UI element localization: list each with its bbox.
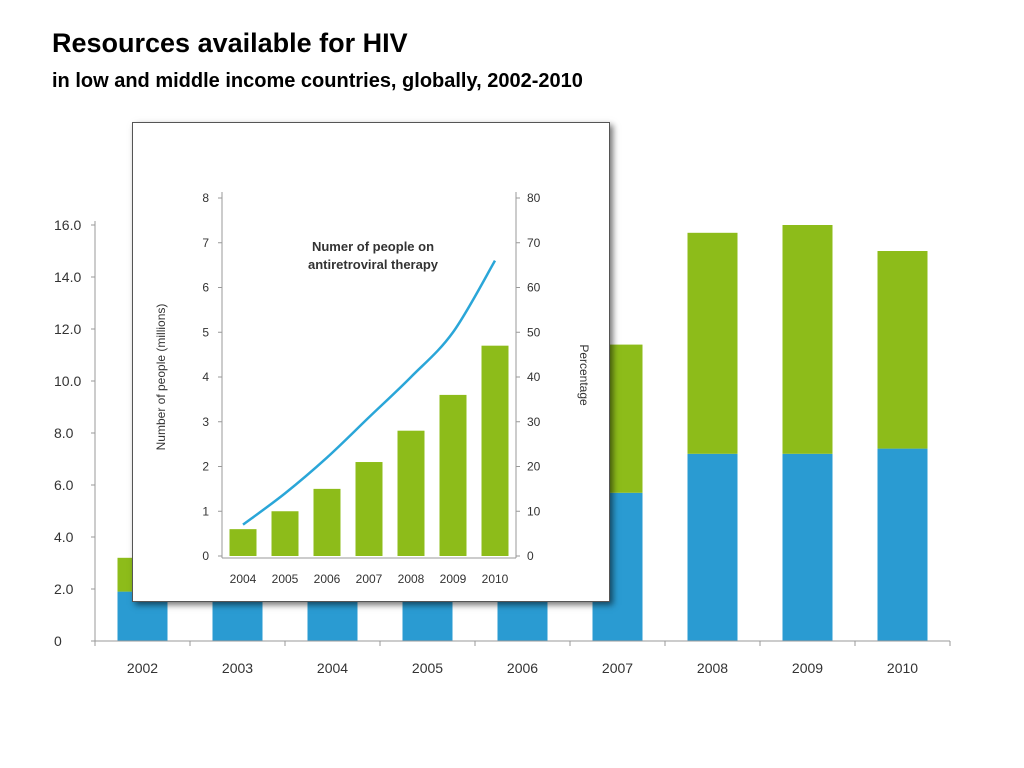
inset-y-axis-title-left: Number of people (millions) — [154, 304, 168, 451]
inset-left-tick-label: 0 — [202, 549, 209, 563]
inset-x-tick-label: 2010 — [482, 572, 509, 586]
inset-left-tick-label: 4 — [202, 370, 209, 384]
inset-left-tick-label: 3 — [202, 415, 209, 429]
inset-bar — [271, 511, 299, 556]
inset-right-tick-label: 80 — [527, 191, 541, 205]
inset-right-tick-label: 0 — [527, 549, 534, 563]
x-tick-label: 2002 — [127, 660, 158, 676]
y-tick-label: 16.0 — [54, 217, 81, 233]
y-tick-label: 14.0 — [54, 269, 81, 285]
x-tick-label: 2006 — [507, 660, 538, 676]
x-tick-label: 2005 — [412, 660, 443, 676]
y-tick-label: 10.0 — [54, 373, 81, 389]
y-tick-label: 12.0 — [54, 321, 81, 337]
inset-left-tick-label: 2 — [202, 460, 209, 474]
inset-right-tick-label: 60 — [527, 281, 541, 295]
inset-chart-frame: 0 1 2 3 4 5 6 7 8 0 10 20 30 40 50 60 70 80 2004 2005 2006 20… — [132, 122, 610, 602]
inset-right-tick-label: 30 — [527, 415, 541, 429]
page-subtitle: in low and middle income countries, glob… — [52, 70, 583, 92]
inset-x-tick-label: 2007 — [356, 572, 383, 586]
inset-right-tick-label: 70 — [527, 236, 541, 250]
inset-bar — [481, 345, 509, 556]
inset-annotation-line-2: antiretroviral therapy — [308, 257, 439, 272]
page-title: Resources available for HIV — [52, 28, 408, 58]
inset-x-tick-label: 2009 — [440, 572, 467, 586]
inset-annotation-line-1: Numer of people on — [312, 239, 434, 254]
inset-bar — [229, 529, 257, 556]
inset-right-tick-label: 20 — [527, 460, 541, 474]
inset-bar — [439, 394, 467, 556]
inset-x-tick-label: 2004 — [230, 572, 257, 586]
inset-x-tick-label: 2006 — [314, 572, 341, 586]
inset-x-tick-label: 2008 — [398, 572, 425, 586]
x-tick-label: 2007 — [602, 660, 633, 676]
x-tick-label: 2010 — [887, 660, 918, 676]
inset-right-tick-label: 10 — [527, 504, 541, 518]
x-tick-label: 2008 — [697, 660, 728, 676]
inset-left-tick-label: 1 — [202, 504, 209, 518]
inset-right-tick-label: 40 — [527, 370, 541, 384]
bar-segment-top — [877, 251, 928, 449]
bar-segment-bottom — [782, 453, 833, 641]
inset-left-tick-label: 8 — [202, 191, 209, 205]
inset-left-tick-label: 5 — [202, 325, 209, 339]
inset-bar — [313, 488, 341, 556]
x-tick-label: 2003 — [222, 660, 253, 676]
y-tick-label: 4.0 — [54, 529, 74, 545]
inset-left-tick-label: 6 — [202, 281, 209, 295]
y-tick-label: 6.0 — [54, 477, 74, 493]
y-tick-label: 0 — [54, 633, 62, 649]
inset-x-tick-label: 2005 — [272, 572, 299, 586]
bar-segment-bottom — [687, 453, 738, 641]
y-tick-label: 8.0 — [54, 425, 74, 441]
inset-percentage-line — [242, 260, 497, 526]
bar-segment-bottom — [877, 448, 928, 641]
x-tick-label: 2004 — [317, 660, 348, 676]
inset-bar — [397, 430, 425, 556]
bar-segment-top — [782, 225, 833, 454]
bar-segment-top — [687, 232, 738, 454]
y-tick-label: 2.0 — [54, 581, 74, 597]
x-tick-label: 2009 — [792, 660, 823, 676]
inset-bar — [355, 462, 383, 556]
inset-y-axis-title-right: Percentage — [577, 344, 591, 406]
inset-left-tick-label: 7 — [202, 236, 209, 250]
inset-right-tick-label: 50 — [527, 325, 541, 339]
